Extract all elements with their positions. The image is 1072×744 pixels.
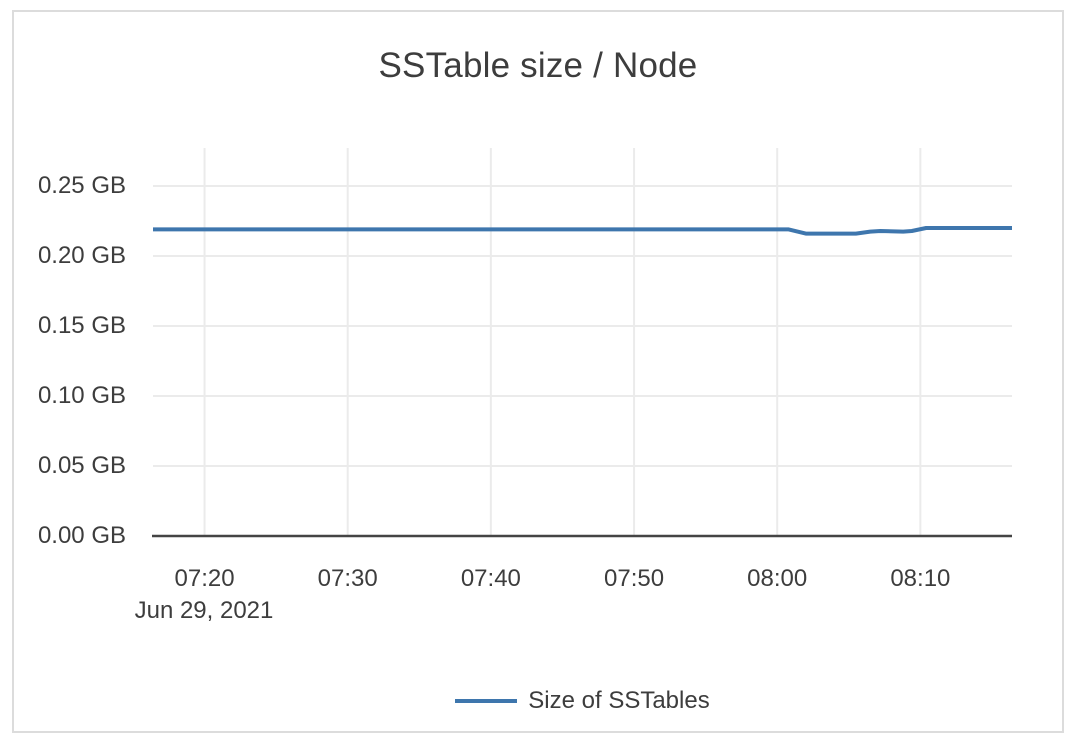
chart-card xyxy=(12,10,1064,733)
y-tick-label: 0.25 GB xyxy=(37,171,126,199)
y-tick-label: 0.15 GB xyxy=(37,311,126,339)
x-axis-date-label: Jun 29, 2021 xyxy=(134,597,274,624)
y-tick-label: 0.20 GB xyxy=(37,241,126,269)
x-tick-label: 07:50 xyxy=(604,565,665,592)
y-tick-label: 0.05 GB xyxy=(37,451,126,479)
x-tick-label: 07:20 xyxy=(174,565,235,592)
y-tick-label: 0.10 GB xyxy=(37,381,126,409)
legend-label: Size of SSTables xyxy=(528,687,710,714)
chart-title: SSTable size / Node xyxy=(378,46,698,85)
legend-line-swatch xyxy=(455,699,518,703)
series-line xyxy=(153,226,1012,236)
x-tick-label: 08:10 xyxy=(890,565,951,592)
y-tick-label: 0.00 GB xyxy=(37,522,126,549)
legend-item-size-of-sstables[interactable]: Size of SSTables xyxy=(455,687,710,715)
x-tick-label: 08:00 xyxy=(747,565,808,592)
x-tick-label: 07:30 xyxy=(317,565,378,592)
legend: Size of SSTables xyxy=(153,686,1012,716)
x-tick-label: 07:40 xyxy=(460,565,521,592)
